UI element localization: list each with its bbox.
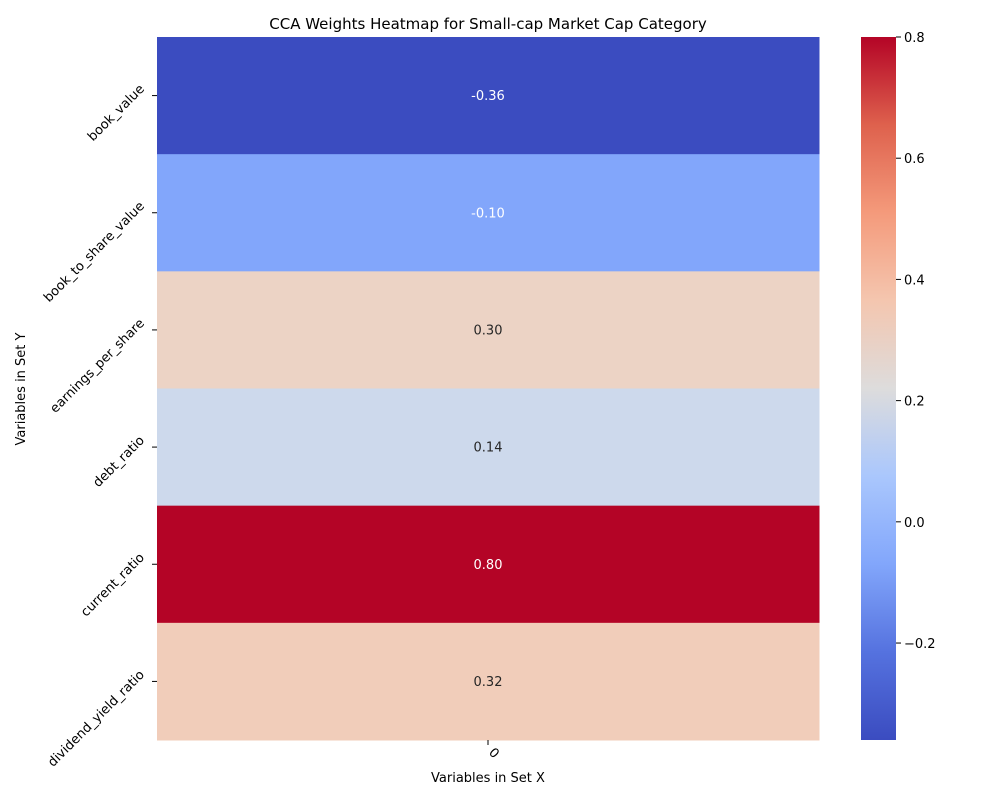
y-tick-label: book_to_share_value (41, 199, 148, 306)
y-tick-label: earnings_per_share (48, 316, 148, 416)
colorbar (861, 37, 896, 740)
heatmap-cell (157, 37, 820, 155)
colorbar-tick-label: 0.4 (904, 273, 925, 288)
heatmap-cells (157, 37, 820, 741)
colorbar-tick-label: 0.2 (904, 395, 925, 410)
heatmap-cell (157, 622, 820, 741)
cell-value-labels: -0.36 -0.10 0.30 0.14 0.80 0.32 (471, 89, 505, 690)
heatmap-cell (157, 505, 820, 624)
y-tick-label: dividend_yield_ratio (45, 668, 148, 771)
chart-title: CCA Weights Heatmap for Small-cap Market… (269, 15, 707, 33)
y-axis-label: Variables in Set Y (14, 332, 29, 445)
cell-value-label: -0.10 (471, 206, 505, 221)
cell-value-label: 0.30 (474, 323, 503, 338)
y-tick-label: debt_ratio (90, 433, 147, 490)
cell-value-label: 0.32 (474, 675, 503, 690)
cell-value-label: 0.80 (474, 558, 503, 573)
y-axis-ticks: book_value book_to_share_valueearnings_pe… (41, 82, 157, 770)
colorbar-tick-label: 0.6 (904, 152, 925, 167)
colorbar-tick-label: 0.8 (904, 31, 925, 46)
heatmap-cell (157, 154, 820, 272)
heatmap-cell (157, 388, 820, 507)
cell-value-label: 0.14 (474, 441, 503, 456)
x-axis-ticks: 0 (485, 740, 502, 762)
x-tick-label: 0 (485, 745, 501, 761)
colorbar-ticks: −0.2 0.0 0.2 0.4 0.6 0.8 (896, 31, 936, 652)
y-tick-label: current_ratio (78, 550, 148, 620)
cell-value-label: -0.36 (471, 89, 505, 104)
colorbar-tick-label: 0.0 (904, 516, 925, 531)
y-tick-label: book_value (85, 82, 148, 145)
heatmap-cell (157, 271, 820, 389)
x-axis-label: Variables in Set X (431, 771, 545, 786)
colorbar-tick-label: −0.2 (904, 637, 936, 652)
